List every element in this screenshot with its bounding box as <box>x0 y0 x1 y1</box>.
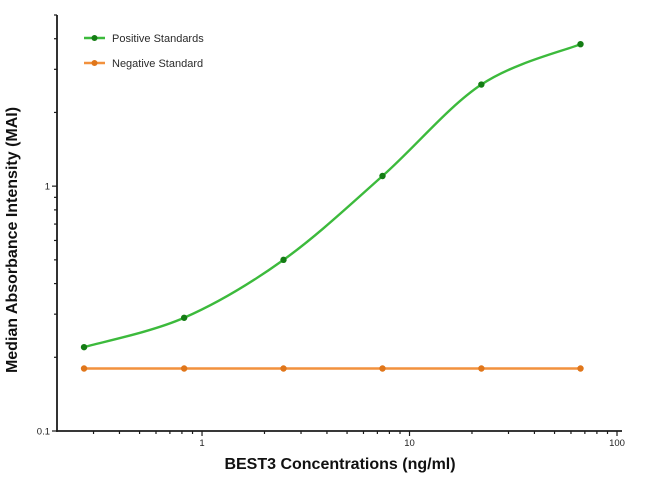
data-point-1 <box>478 365 485 372</box>
data-point-1 <box>577 365 584 372</box>
legend-label-positive: Positive Standards <box>112 33 204 45</box>
legend: Positive Standards Negative Standard <box>84 33 204 70</box>
y-axis-title: Median Absorbance Intensity (MAI) <box>4 107 21 373</box>
axes <box>56 15 622 432</box>
data-series <box>80 40 584 372</box>
data-point-0 <box>180 314 188 321</box>
legend-label-negative: Negative Standard <box>112 58 203 70</box>
x-tick-label: 1 <box>199 438 204 449</box>
series-line-0 <box>82 42 582 349</box>
data-point-1 <box>180 365 188 372</box>
legend-item-negative-standard: Negative Standard <box>84 58 203 70</box>
data-point-0 <box>478 81 485 88</box>
y-tick-label: 1 <box>45 182 50 193</box>
y-tick-label: 0.1 <box>37 427 50 438</box>
x-tick-label: 100 <box>609 438 625 449</box>
data-point-1 <box>280 365 287 372</box>
data-point-1 <box>80 365 88 372</box>
data-point-1 <box>379 365 386 372</box>
legend-marker-dot-negative <box>91 60 98 66</box>
legend-marker-dot-positive <box>91 35 98 41</box>
data-point-0 <box>379 172 386 180</box>
axis-ticks: 1 10 100 0.1 1 <box>37 14 625 449</box>
data-point-0 <box>80 343 88 351</box>
data-point-0 <box>577 40 584 48</box>
data-point-0 <box>280 256 287 264</box>
x-tick-label: 10 <box>404 438 415 449</box>
legend-item-positive-standards: Positive Standards <box>84 33 204 45</box>
x-axis-title: BEST3 Concentrations (ng/ml) <box>224 456 455 473</box>
